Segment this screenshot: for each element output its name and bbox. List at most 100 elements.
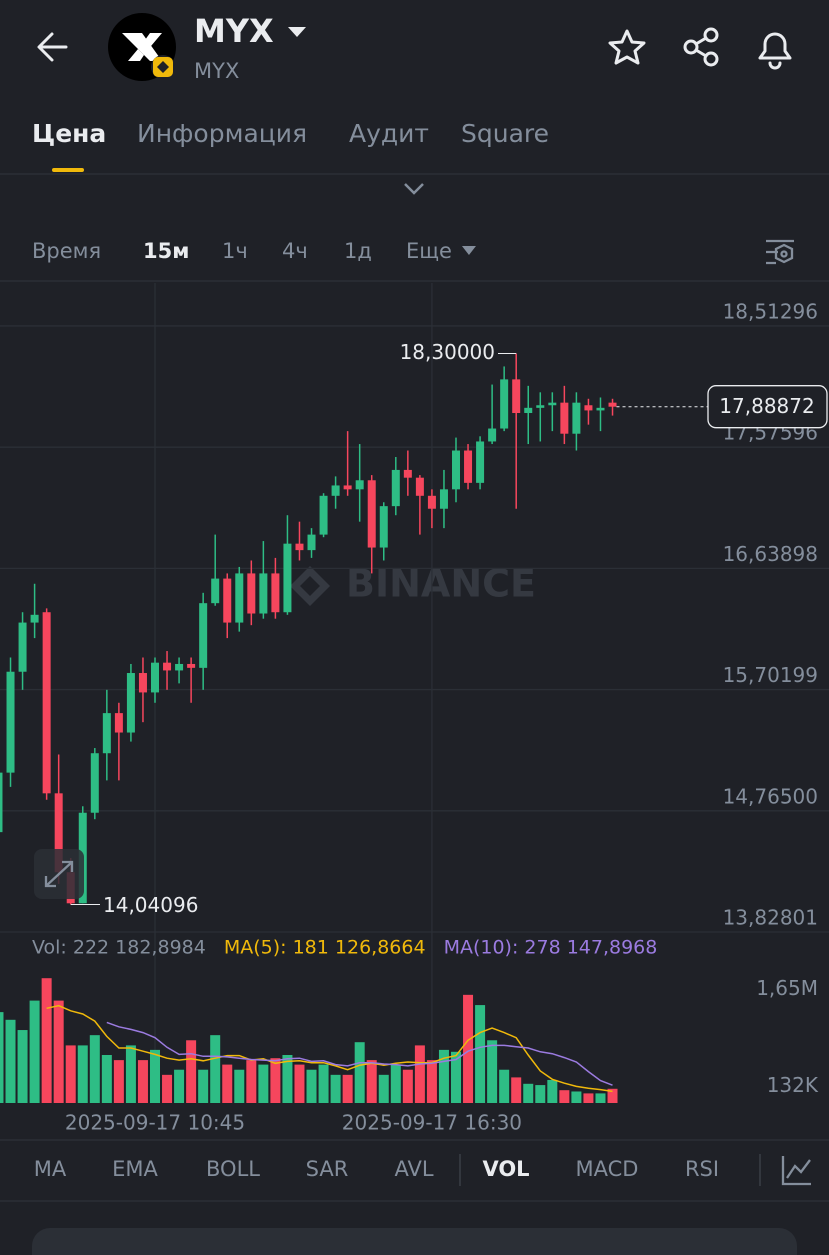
candle-body <box>319 495 328 535</box>
candle-body <box>476 441 485 483</box>
candle-body <box>54 793 63 873</box>
volume-bar <box>53 1000 64 1103</box>
dropdown-arrow <box>461 246 476 255</box>
candle-body <box>536 405 545 408</box>
candle-body <box>271 573 280 613</box>
indicator[interactable]: EMA <box>112 1157 158 1181</box>
y-tick-label: 15,70199 <box>723 663 818 687</box>
candle-body <box>30 614 39 623</box>
volume-bar <box>390 1064 401 1103</box>
subtitle: MYX <box>194 59 239 83</box>
bottom-panel <box>32 1228 797 1255</box>
candle-body <box>500 379 509 429</box>
volume-legend: MA(10): 278 147,8968 <box>444 937 658 959</box>
price-chart: 18,5129617,5759616,6389815,7019914,76500… <box>0 283 829 1135</box>
back-button[interactable] <box>37 32 68 62</box>
chart-settings-button[interactable] <box>766 239 794 265</box>
title-dropdown[interactable] <box>288 27 306 37</box>
interval-bar: Время 15м 1ч 4ч 1д Еще <box>32 239 476 263</box>
ma-line <box>106 1021 613 1086</box>
candle-body <box>163 662 172 671</box>
volume-bar <box>523 1083 534 1103</box>
indicator[interactable]: AVL <box>394 1157 433 1181</box>
candle-body <box>283 543 292 613</box>
candle-body <box>439 489 448 509</box>
candle-body <box>295 543 304 551</box>
volume-bar <box>438 1049 449 1103</box>
volume-bar <box>137 1060 148 1103</box>
tab-bar: Цена Информация Аудит Square <box>32 119 549 148</box>
volume-bar <box>571 1091 582 1103</box>
candle-body <box>584 405 593 411</box>
share-button[interactable] <box>683 27 719 67</box>
candle-body <box>0 772 3 833</box>
interval[interactable]: 4ч <box>282 239 308 263</box>
volume-bar <box>150 1049 160 1103</box>
volume-bar <box>354 1042 365 1103</box>
volume-bar <box>451 1051 461 1103</box>
volume-bar <box>77 1045 88 1103</box>
interval[interactable]: 1д <box>344 239 372 263</box>
indicator[interactable]: BOLL <box>206 1157 260 1181</box>
candle-body <box>452 450 460 490</box>
expand-chevron[interactable] <box>404 183 424 195</box>
last-price-box <box>707 385 828 429</box>
volume-bar <box>559 1090 570 1103</box>
active-tab-indicator <box>52 168 84 172</box>
indicator[interactable]: SAR <box>306 1157 349 1181</box>
logo <box>108 13 176 81</box>
y-tick-label: 13,82801 <box>723 906 818 930</box>
candle-body <box>18 622 27 672</box>
volume-bar <box>402 1069 413 1103</box>
volume-bar <box>318 1064 329 1103</box>
candle-body <box>42 612 51 794</box>
candle-body <box>379 506 388 548</box>
volume-bar <box>210 1035 221 1103</box>
notification-button[interactable] <box>758 32 792 70</box>
volume-bar <box>294 1064 305 1103</box>
x-tick-label: 2025-09-17 16:30 <box>342 1111 522 1135</box>
fullscreen-button[interactable] <box>34 849 84 899</box>
candle-body <box>560 402 569 434</box>
volume-bar <box>414 1045 425 1103</box>
title[interactable]: MYX <box>194 12 274 50</box>
volume-bar <box>5 1019 16 1103</box>
candle-body <box>464 450 473 483</box>
candle-body <box>367 480 376 548</box>
volume-bar <box>174 1069 185 1103</box>
candle-body <box>307 534 316 551</box>
candle-body <box>403 469 412 478</box>
volume-bar <box>378 1074 389 1103</box>
interval[interactable]: Время <box>32 239 101 263</box>
volume-bar <box>499 1069 510 1103</box>
volume-bar <box>89 1035 100 1103</box>
candle-body <box>126 673 135 733</box>
interval[interactable]: 15м <box>143 239 189 263</box>
volume-bar <box>342 1074 353 1103</box>
favorite-button[interactable] <box>608 29 646 65</box>
indicator[interactable]: RSI <box>685 1157 719 1181</box>
candle-body <box>415 477 424 496</box>
indicator[interactable]: MA <box>34 1157 67 1181</box>
candle-body <box>512 379 521 414</box>
volume-bar <box>198 1069 209 1103</box>
volume-bar <box>113 1060 124 1103</box>
volume-bar <box>222 1064 233 1103</box>
indicator[interactable]: MACD <box>576 1157 639 1181</box>
candle-body <box>114 713 123 733</box>
tab[interactable]: Информация <box>137 119 307 148</box>
tab[interactable]: Аудит <box>349 119 429 148</box>
interval[interactable]: 1ч <box>222 239 248 263</box>
tab[interactable]: Цена <box>32 119 106 148</box>
tab[interactable]: Square <box>461 119 549 148</box>
candle-body <box>90 753 99 813</box>
indicator[interactable]: VOL <box>482 1157 529 1181</box>
candle-body <box>199 603 208 668</box>
indicator-settings-button[interactable] <box>781 1156 811 1186</box>
candle-body <box>572 402 581 434</box>
candle-body <box>223 578 232 623</box>
interval[interactable]: Еще <box>406 239 452 263</box>
x-tick-label: 2025-09-17 10:45 <box>65 1111 245 1135</box>
candle-body <box>187 663 196 668</box>
